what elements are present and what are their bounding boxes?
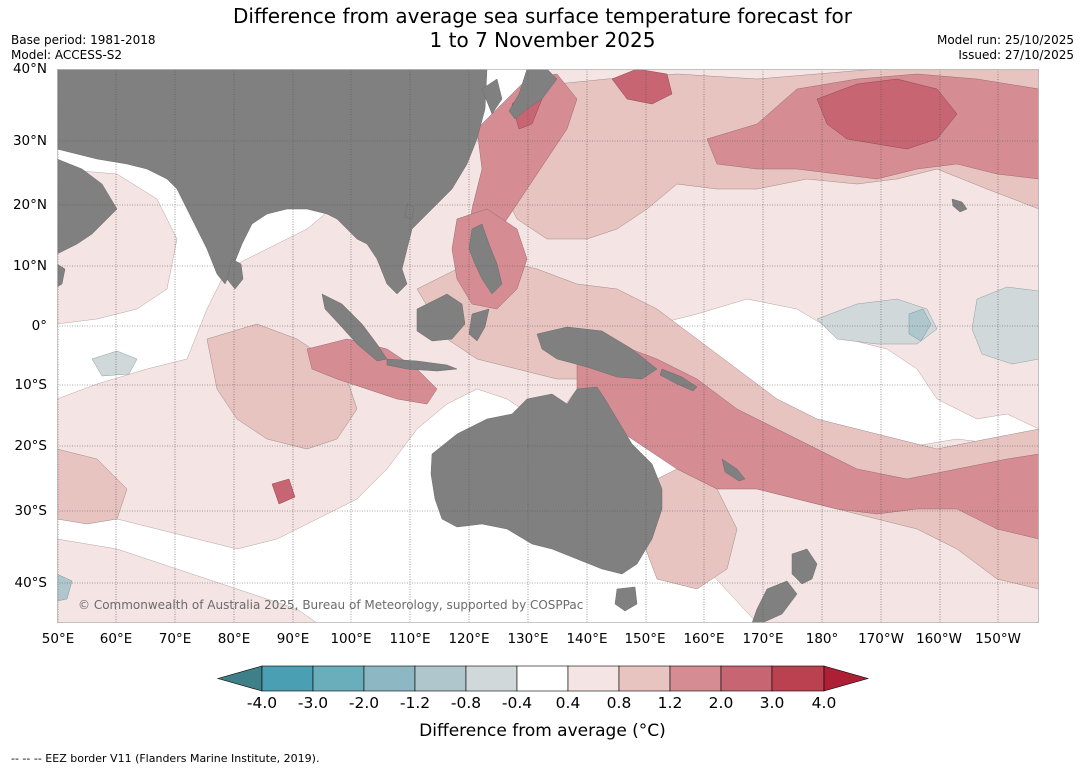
colorbar-tick-6: -0.4	[501, 694, 533, 712]
landmass-australia	[430, 386, 663, 575]
lat-label-20s: 20°S	[14, 438, 48, 454]
anomaly-region-very-strong-warm-indian	[271, 478, 296, 505]
lat-label-30s: 30°S	[14, 503, 48, 519]
anomaly-region-cool-equatorial-east	[816, 298, 938, 345]
anomaly-region-very-strong-warm-japan	[611, 69, 673, 105]
anomaly-region-cool-equatorial-far-east	[971, 286, 1039, 365]
colorbar-segment-4	[414, 665, 467, 692]
lon-label-90e: 90°E	[276, 631, 310, 647]
lon-label-110e: 110°E	[389, 631, 431, 647]
anomaly-region-medium-warm-southwest	[57, 448, 128, 525]
lat-label-40s: 40°S	[14, 575, 48, 591]
landmass-sumatra	[321, 293, 388, 362]
lat-label-40n: 40°N	[12, 61, 47, 77]
colorbar-tick-7: 0.4	[555, 694, 581, 712]
meta-right: Model run: 25/10/2025 Issued: 27/10/2025	[937, 33, 1074, 63]
lat-label-10n: 10°N	[12, 258, 47, 274]
map-frame	[57, 69, 1039, 623]
landmass-new-zealand	[751, 548, 818, 623]
landmass-asia	[57, 69, 488, 295]
lon-label-80e: 80°E	[217, 631, 251, 647]
colorbar-tick-4: -1.2	[399, 694, 431, 712]
landmass-solomon-islands	[659, 368, 698, 392]
landmass-java	[386, 358, 458, 372]
colorbar-segment-1	[261, 665, 314, 692]
lon-label-100e: 100°E	[330, 631, 372, 647]
lon-label-70e: 70°E	[158, 631, 192, 647]
anomaly-region-cool-southwest	[57, 573, 73, 602]
sst-anomaly-map	[57, 69, 1039, 623]
landmass-korea	[481, 78, 503, 115]
lon-label-180: 180°	[805, 631, 839, 647]
lon-label-170e: 170°E	[742, 631, 784, 647]
lon-label-170w: 170°W	[858, 631, 904, 647]
colorbar-segment-9	[669, 665, 722, 692]
colorbar-tick-8: 0.8	[606, 694, 632, 712]
lon-label-160e: 160°E	[683, 631, 725, 647]
lat-label-20n: 20°N	[12, 197, 47, 213]
lon-label-120e: 120°E	[448, 631, 490, 647]
landmass-borneo	[416, 293, 466, 342]
lat-label-0: 0°	[31, 318, 47, 334]
landmass-new-caledonia	[721, 458, 746, 482]
lon-label-160w: 160°W	[916, 631, 962, 647]
colorbar-tick-5: -0.8	[450, 694, 482, 712]
landmass-arabia	[57, 158, 118, 255]
model-name: Model: ACCESS-S2	[11, 48, 123, 62]
title-line-2: 1 to 7 November 2025	[429, 28, 656, 52]
base-period: Base period: 1981-2018	[11, 33, 156, 47]
colorbar-tick-10: 2.0	[708, 694, 734, 712]
lon-label-140e: 140°E	[566, 631, 608, 647]
colorbar-segment-3	[363, 665, 416, 692]
meta-left: Base period: 1981-2018 Model: ACCESS-S2	[11, 33, 156, 63]
anomaly-region-very-strong-warm-north-pacific	[816, 78, 958, 150]
colorbar-extend-low	[216, 665, 263, 692]
colorbar-tick-12: 4.0	[811, 694, 837, 712]
landmass-philippines	[468, 223, 503, 295]
map-gridlines	[57, 69, 1039, 623]
lon-label-130e: 130°E	[507, 631, 549, 647]
map-title: Difference from average sea surface temp…	[0, 4, 1085, 52]
anomaly-region-cool-west-indian	[91, 350, 138, 377]
colorbar-tick-2: -3.0	[297, 694, 329, 712]
model-run: Model run: 25/10/2025	[936, 33, 1074, 47]
colorbar-segment-7	[567, 665, 620, 692]
colorbar-tick-3: -2.0	[348, 694, 380, 712]
colorbar-extend-high	[823, 665, 870, 692]
landmass-sulawesi	[468, 308, 490, 342]
colorbar-tick-9: 1.2	[657, 694, 683, 712]
landmass-japan	[508, 69, 558, 120]
landmass-new-guinea	[536, 326, 658, 380]
copyright-notice: © Commonwealth of Australia 2025, Bureau…	[78, 598, 584, 612]
colorbar-tick-11: 3.0	[759, 694, 785, 712]
lon-label-150w: 150°W	[975, 631, 1021, 647]
landmass-africa-horn	[57, 263, 66, 288]
colorbar-segment-6	[516, 665, 569, 692]
anomaly-region-light-warm-south	[57, 538, 318, 623]
legend-title: Difference from average (°C)	[419, 721, 666, 741]
colorbar-segment-10	[720, 665, 773, 692]
anomaly-region-strong-warm-coral-sea	[576, 343, 1039, 540]
eez-footnote: -- -- -- EEZ border V11 (Flanders Marine…	[11, 752, 320, 765]
lon-label-60e: 60°E	[99, 631, 133, 647]
colorbar-tick-1: -4.0	[246, 694, 278, 712]
colorbar-segment-5	[465, 665, 518, 692]
lat-label-10s: 10°S	[14, 377, 48, 393]
colorbar-segment-2	[312, 665, 365, 692]
landmass-sri-lanka	[226, 258, 244, 290]
lon-label-150e: 150°E	[624, 631, 666, 647]
lat-label-30n: 30°N	[12, 133, 47, 149]
colorbar-segment-8	[618, 665, 671, 692]
landmass-tasmania	[614, 586, 638, 612]
colorbar-legend	[216, 665, 870, 692]
issued-date: Issued: 27/10/2025	[958, 48, 1074, 62]
lon-label-50e: 50°E	[41, 631, 75, 647]
landmass-taiwan	[404, 203, 415, 220]
colorbar-segment-11	[771, 665, 825, 692]
anomaly-region-mild-cool-core	[908, 308, 932, 342]
title-line-1: Difference from average sea surface temp…	[232, 4, 852, 28]
